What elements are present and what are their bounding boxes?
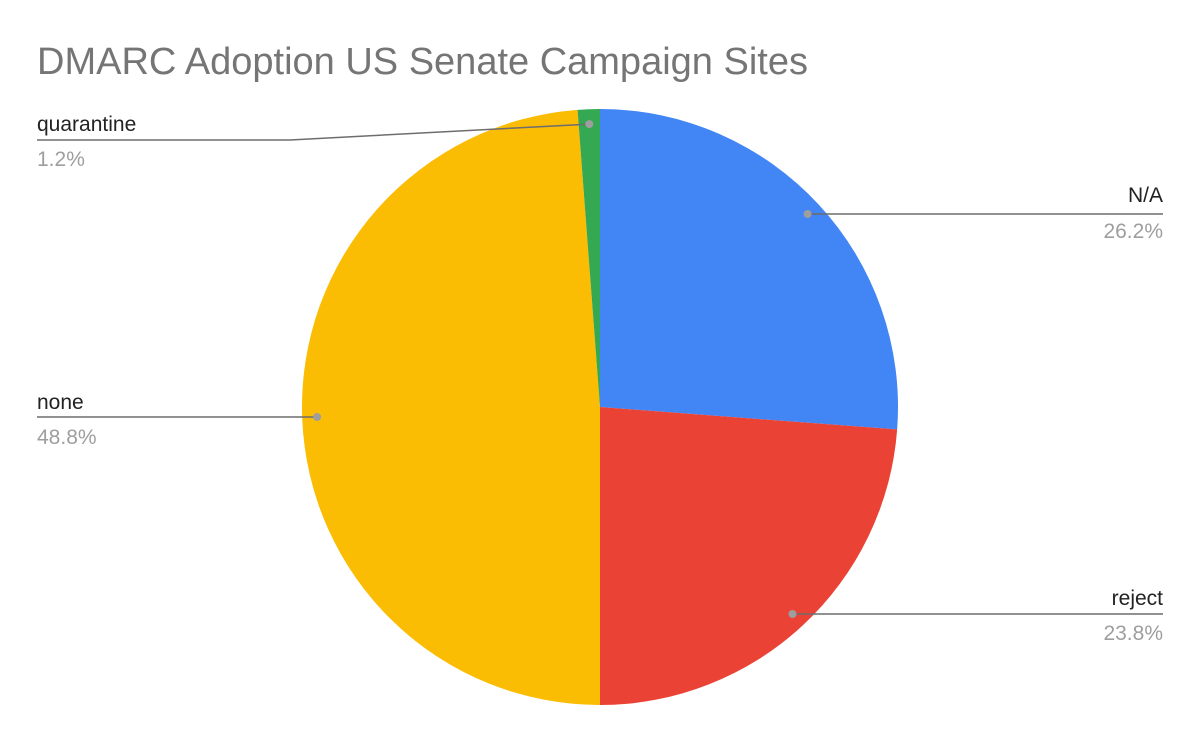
pie-slice-n-a (600, 109, 898, 430)
chart-title: DMARC Adoption US Senate Campaign Sites (37, 41, 808, 83)
pie-slices (301, 109, 898, 705)
slice-label-quarantine: quarantine (37, 113, 136, 136)
slice-label-none: none (37, 391, 84, 414)
slice-label-reject: reject (1112, 587, 1164, 610)
leader-dot-none (313, 413, 322, 421)
slice-percent-n-a: 26.2% (1103, 220, 1163, 243)
slice-label-n-a: N/A (1128, 184, 1163, 207)
pie-slice-none (301, 109, 600, 705)
leader-dot-quarantine (585, 120, 594, 129)
slice-percent-quarantine: 1.2% (37, 148, 85, 171)
leader-dot-n-a (803, 210, 812, 218)
pie-callouts: N/A 26.2% reject 23.8% none 48.8% quarantine 1.… (37, 113, 1163, 645)
pie-slice-quarantine (577, 109, 600, 407)
slice-percent-reject: 23.8% (1103, 622, 1163, 645)
leader-dot-reject (788, 610, 797, 618)
pie-slice-reject (600, 407, 898, 705)
leader-line-quarantine (37, 123, 590, 141)
slice-percent-none: 48.8% (37, 426, 97, 449)
